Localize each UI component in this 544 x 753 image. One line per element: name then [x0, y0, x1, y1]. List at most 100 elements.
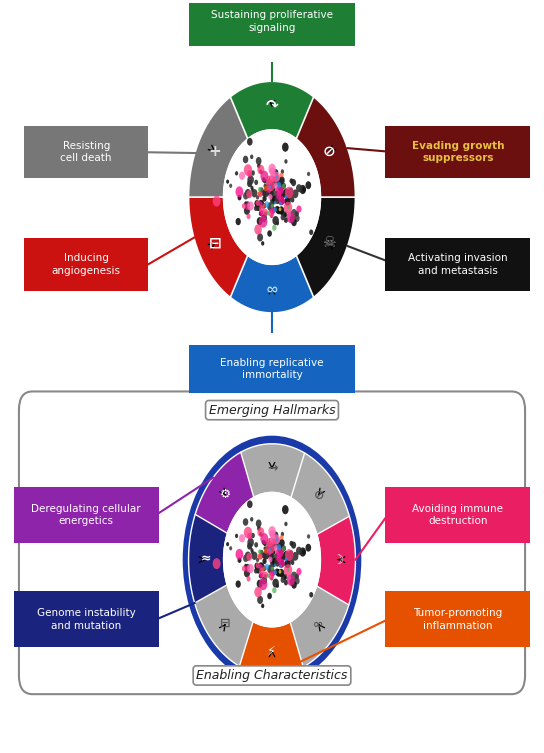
Circle shape	[262, 566, 266, 572]
Circle shape	[281, 211, 285, 216]
Circle shape	[270, 570, 275, 577]
Circle shape	[250, 185, 254, 190]
Circle shape	[274, 174, 280, 182]
Text: ⊘: ⊘	[323, 144, 336, 159]
Circle shape	[251, 550, 254, 555]
Circle shape	[307, 534, 310, 538]
Circle shape	[262, 558, 267, 564]
Circle shape	[277, 196, 283, 204]
Circle shape	[267, 541, 273, 550]
Circle shape	[279, 552, 285, 562]
Text: ⊟: ⊟	[208, 236, 221, 251]
Circle shape	[229, 546, 232, 550]
Circle shape	[292, 552, 299, 561]
Circle shape	[266, 544, 273, 553]
Circle shape	[273, 578, 279, 587]
Circle shape	[289, 556, 294, 563]
Circle shape	[292, 190, 299, 198]
Circle shape	[279, 559, 285, 568]
Circle shape	[238, 195, 242, 200]
Circle shape	[246, 191, 252, 198]
Circle shape	[287, 192, 293, 200]
Text: Inducing
angiogenesis: Inducing angiogenesis	[52, 253, 121, 276]
Polygon shape	[189, 514, 227, 603]
Circle shape	[270, 214, 273, 218]
Text: Enabling replicative
immortality: Enabling replicative immortality	[220, 358, 324, 380]
Circle shape	[247, 201, 254, 211]
Circle shape	[244, 164, 252, 176]
Circle shape	[279, 190, 285, 199]
Circle shape	[279, 565, 282, 568]
Circle shape	[285, 197, 290, 206]
Circle shape	[272, 194, 277, 201]
Circle shape	[284, 202, 292, 213]
Circle shape	[287, 555, 293, 562]
Circle shape	[289, 215, 295, 224]
Circle shape	[284, 217, 288, 223]
Circle shape	[254, 224, 262, 235]
Polygon shape	[189, 197, 248, 297]
Circle shape	[285, 522, 288, 526]
Circle shape	[269, 538, 273, 544]
Circle shape	[262, 203, 266, 209]
Circle shape	[276, 555, 281, 562]
Circle shape	[259, 200, 262, 204]
Circle shape	[254, 542, 258, 547]
Polygon shape	[195, 453, 254, 533]
Circle shape	[247, 532, 252, 540]
Circle shape	[247, 170, 252, 177]
Circle shape	[273, 538, 279, 547]
Circle shape	[255, 562, 259, 569]
Circle shape	[256, 200, 260, 206]
Circle shape	[277, 181, 281, 188]
Circle shape	[277, 179, 282, 186]
Circle shape	[264, 574, 267, 578]
Circle shape	[275, 538, 280, 544]
FancyBboxPatch shape	[189, 345, 355, 393]
Circle shape	[282, 505, 289, 514]
Circle shape	[255, 200, 259, 207]
Circle shape	[259, 200, 264, 206]
Circle shape	[270, 553, 274, 559]
Circle shape	[281, 553, 287, 560]
Circle shape	[255, 565, 262, 574]
Circle shape	[258, 201, 263, 207]
Text: Genome instability
and mutation: Genome instability and mutation	[37, 608, 135, 630]
Circle shape	[247, 180, 252, 187]
Circle shape	[257, 217, 263, 225]
Circle shape	[267, 178, 273, 187]
Circle shape	[273, 216, 279, 225]
Circle shape	[277, 197, 282, 203]
Circle shape	[213, 558, 221, 569]
Circle shape	[261, 241, 264, 245]
Circle shape	[269, 209, 274, 218]
Polygon shape	[230, 255, 314, 313]
Circle shape	[245, 201, 250, 207]
Circle shape	[276, 185, 283, 195]
Circle shape	[272, 196, 277, 203]
Circle shape	[265, 547, 270, 555]
Circle shape	[263, 209, 268, 216]
Circle shape	[258, 553, 263, 559]
Circle shape	[269, 538, 275, 547]
Circle shape	[268, 526, 276, 537]
Circle shape	[306, 544, 311, 552]
Circle shape	[284, 560, 289, 568]
Circle shape	[269, 572, 274, 580]
Circle shape	[261, 577, 267, 584]
Circle shape	[287, 554, 290, 559]
Circle shape	[264, 201, 269, 208]
Text: ☠: ☠	[322, 236, 336, 251]
Circle shape	[279, 197, 285, 205]
Circle shape	[285, 159, 288, 163]
Circle shape	[285, 549, 293, 561]
FancyBboxPatch shape	[14, 486, 159, 543]
Circle shape	[273, 172, 280, 182]
Circle shape	[282, 184, 286, 188]
Circle shape	[296, 568, 301, 575]
Polygon shape	[239, 621, 303, 675]
Circle shape	[245, 566, 250, 572]
FancyBboxPatch shape	[385, 126, 530, 178]
Circle shape	[256, 195, 259, 200]
Circle shape	[287, 212, 295, 223]
